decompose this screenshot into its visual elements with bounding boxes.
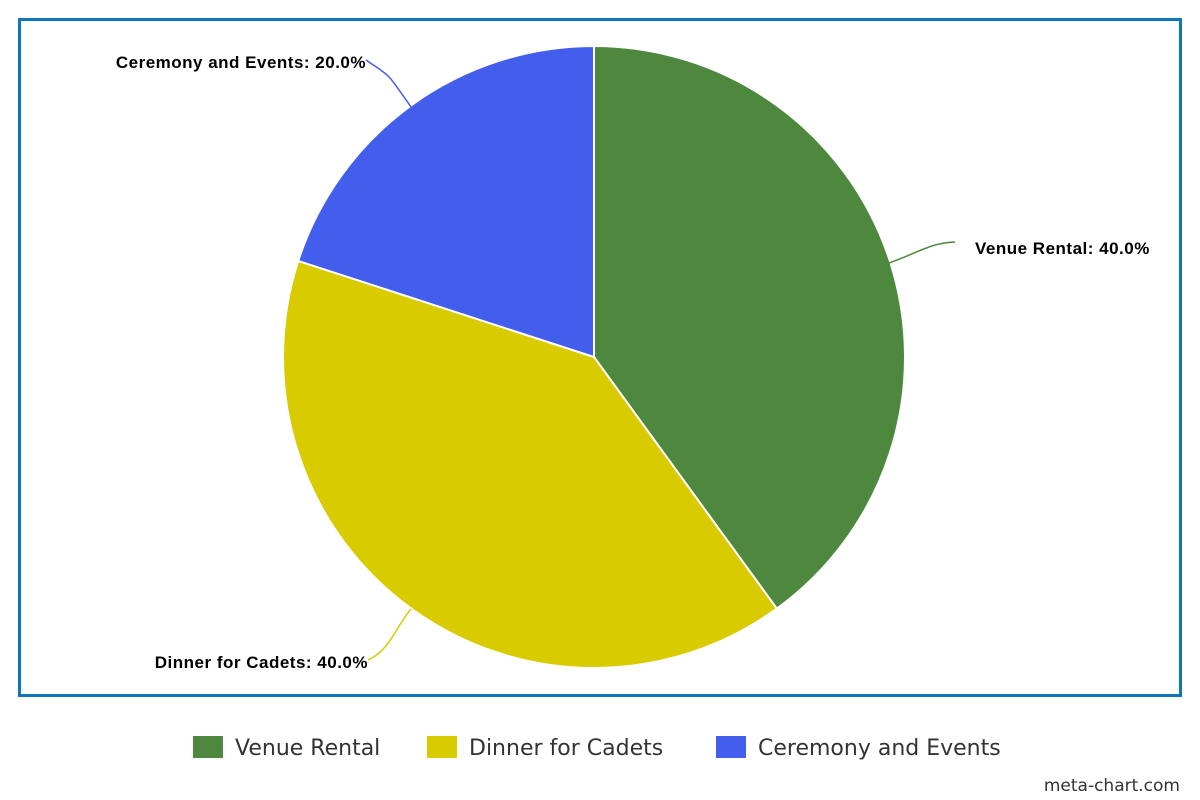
legend-swatch-venue-rental — [193, 736, 223, 758]
slice-label-dinner-for-cadets: Dinner for Cadets: 40.0% — [155, 653, 368, 672]
leader-line-venue-rental — [888, 241, 956, 264]
legend: Venue Rental Dinner for Cadets Ceremony an… — [193, 736, 1001, 761]
leader-line-ceremony-and-events — [365, 59, 412, 108]
slice-labels: Venue Rental: 40.0% Dinner for Cadets: 40… — [116, 53, 1150, 672]
legend-label-ceremony-and-events: Ceremony and Events — [758, 736, 1001, 761]
slice-label-ceremony-and-events: Ceremony and Events: 20.0% — [116, 53, 366, 72]
pie-slice-dinner-for-cadets — [282, 259, 779, 669]
legend-swatch-ceremony-and-events — [716, 736, 746, 758]
pie-slice-ceremony-and-events — [296, 44, 595, 359]
credit-text: meta-chart.com — [1044, 776, 1180, 796]
pie-slice-venue-rental — [593, 44, 906, 611]
legend-label-dinner-for-cadets: Dinner for Cadets — [469, 736, 663, 761]
legend-label-venue-rental: Venue Rental — [235, 736, 380, 761]
label-leader-lines — [365, 59, 956, 661]
pie-slices — [282, 44, 906, 669]
leader-line-dinner-for-cadets — [367, 608, 412, 661]
slice-label-venue-rental: Venue Rental: 40.0% — [975, 239, 1150, 258]
legend-swatch-dinner-for-cadets — [427, 736, 457, 758]
